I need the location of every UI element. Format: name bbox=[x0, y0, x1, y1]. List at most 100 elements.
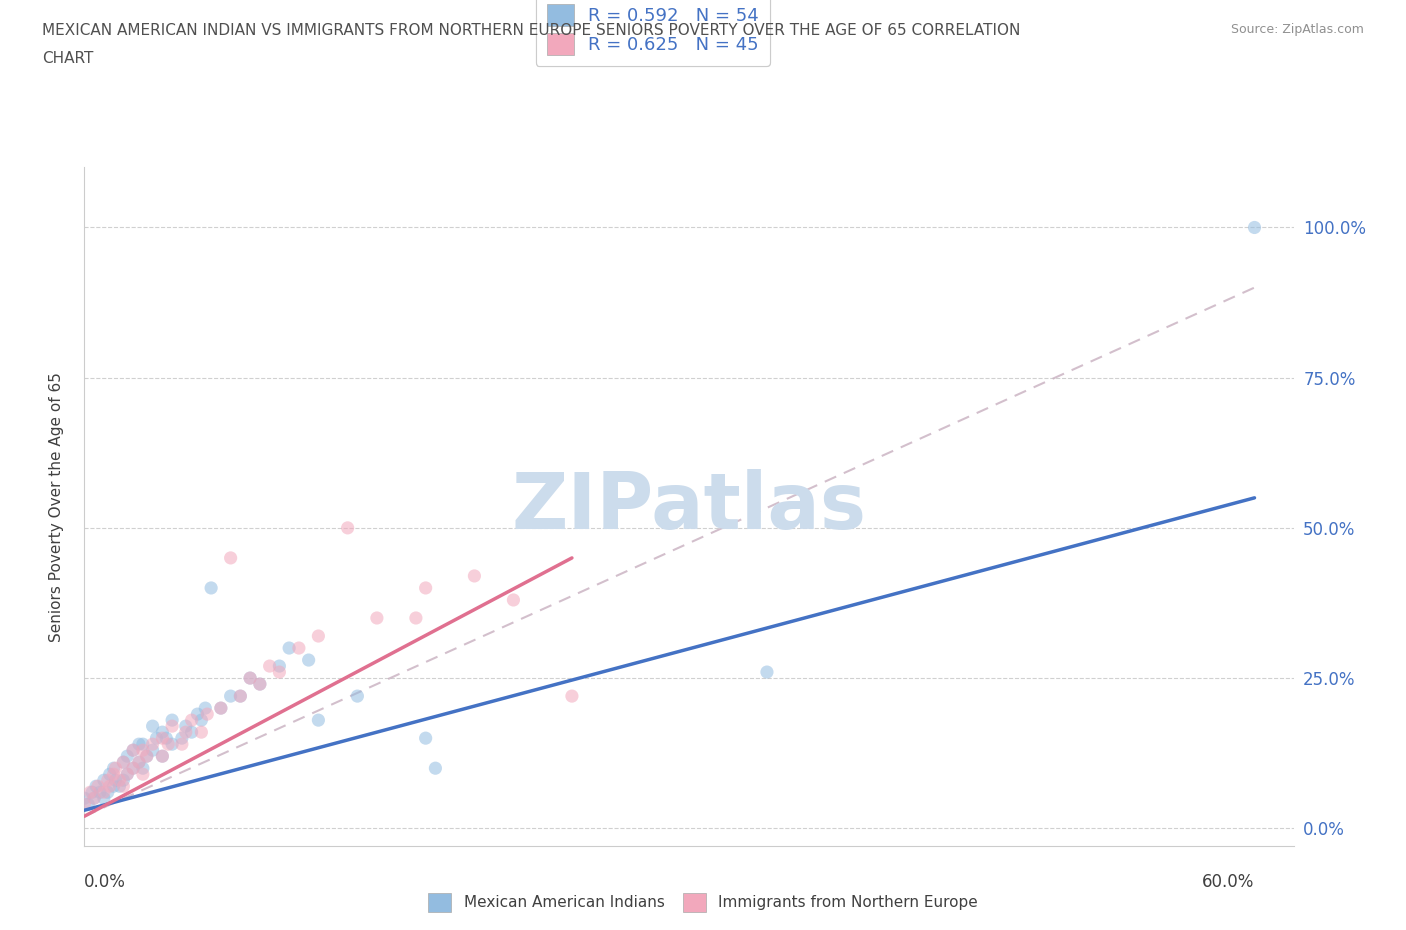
Point bbox=[104, 761, 127, 776]
Point bbox=[93, 785, 115, 800]
Point bbox=[366, 611, 388, 626]
Point bbox=[132, 761, 155, 776]
Point bbox=[150, 749, 173, 764]
Point bbox=[160, 737, 183, 751]
Legend: R = 0.592   N = 54, R = 0.625   N = 45: R = 0.592 N = 54, R = 0.625 N = 45 bbox=[536, 0, 769, 66]
Point bbox=[104, 773, 127, 788]
Point bbox=[229, 688, 252, 703]
Point bbox=[103, 766, 125, 781]
Point bbox=[103, 761, 125, 776]
Point bbox=[150, 749, 173, 764]
Point bbox=[122, 761, 145, 776]
Point bbox=[307, 629, 329, 644]
Point bbox=[108, 778, 131, 793]
Point bbox=[259, 658, 281, 673]
Point bbox=[112, 755, 135, 770]
Point bbox=[269, 665, 291, 680]
Point bbox=[239, 671, 262, 685]
Point bbox=[186, 707, 208, 722]
Point bbox=[135, 749, 157, 764]
Point bbox=[755, 665, 778, 680]
Point bbox=[97, 785, 120, 800]
Point bbox=[346, 688, 368, 703]
Point bbox=[278, 641, 301, 656]
Point bbox=[180, 712, 202, 727]
Point bbox=[219, 551, 242, 565]
Point bbox=[190, 724, 212, 739]
Point bbox=[307, 712, 329, 727]
Point bbox=[150, 724, 173, 739]
Point bbox=[132, 737, 155, 751]
Point bbox=[132, 743, 155, 758]
Point bbox=[128, 755, 150, 770]
Point bbox=[415, 580, 437, 595]
Point bbox=[219, 688, 242, 703]
Point bbox=[73, 797, 96, 812]
Point bbox=[405, 611, 427, 626]
Point bbox=[502, 592, 524, 607]
Point bbox=[122, 761, 145, 776]
Point bbox=[249, 677, 271, 692]
Point bbox=[112, 755, 135, 770]
Point bbox=[117, 766, 139, 781]
Point bbox=[209, 700, 232, 715]
Point bbox=[298, 653, 321, 668]
Point bbox=[170, 731, 193, 746]
Point bbox=[160, 712, 183, 727]
Point bbox=[128, 737, 150, 751]
Point bbox=[132, 766, 155, 781]
Point bbox=[229, 688, 252, 703]
Text: 60.0%: 60.0% bbox=[1202, 873, 1254, 892]
Point bbox=[97, 773, 120, 788]
Point bbox=[170, 737, 193, 751]
Point bbox=[93, 790, 115, 805]
Point bbox=[1243, 220, 1265, 235]
Point bbox=[142, 743, 165, 758]
Point bbox=[117, 749, 139, 764]
Point bbox=[200, 580, 222, 595]
Point bbox=[98, 766, 121, 781]
Point bbox=[157, 737, 180, 751]
Point bbox=[561, 688, 583, 703]
Point bbox=[150, 731, 173, 746]
Point bbox=[83, 790, 105, 805]
Text: Source: ZipAtlas.com: Source: ZipAtlas.com bbox=[1230, 23, 1364, 36]
Point bbox=[84, 778, 107, 793]
Point bbox=[122, 743, 145, 758]
Point bbox=[425, 761, 447, 776]
Point bbox=[180, 724, 202, 739]
Point bbox=[239, 671, 262, 685]
Point bbox=[135, 749, 157, 764]
Text: 0.0%: 0.0% bbox=[84, 873, 127, 892]
Point bbox=[117, 766, 139, 781]
Point bbox=[87, 778, 110, 793]
Point bbox=[174, 719, 197, 734]
Point bbox=[463, 568, 485, 583]
Point bbox=[83, 790, 105, 805]
Point bbox=[142, 737, 165, 751]
Point bbox=[82, 785, 104, 800]
Point bbox=[93, 773, 115, 788]
Point bbox=[112, 773, 135, 788]
Point bbox=[128, 755, 150, 770]
Text: CHART: CHART bbox=[42, 51, 94, 66]
Point bbox=[77, 797, 100, 812]
Point bbox=[122, 743, 145, 758]
Point bbox=[145, 731, 167, 746]
Point bbox=[103, 778, 125, 793]
Point bbox=[209, 700, 232, 715]
Point bbox=[190, 712, 212, 727]
Point bbox=[155, 731, 177, 746]
Point bbox=[336, 521, 359, 536]
Text: MEXICAN AMERICAN INDIAN VS IMMIGRANTS FROM NORTHERN EUROPE SENIORS POVERTY OVER : MEXICAN AMERICAN INDIAN VS IMMIGRANTS FR… bbox=[42, 23, 1021, 38]
Point bbox=[174, 724, 197, 739]
Point bbox=[142, 719, 165, 734]
Point bbox=[98, 778, 121, 793]
Point bbox=[108, 773, 131, 788]
Point bbox=[194, 700, 217, 715]
Point bbox=[73, 790, 96, 805]
Point bbox=[195, 707, 218, 722]
Text: ZIPatlas: ZIPatlas bbox=[512, 469, 866, 545]
Point bbox=[249, 677, 271, 692]
Point bbox=[112, 778, 135, 793]
